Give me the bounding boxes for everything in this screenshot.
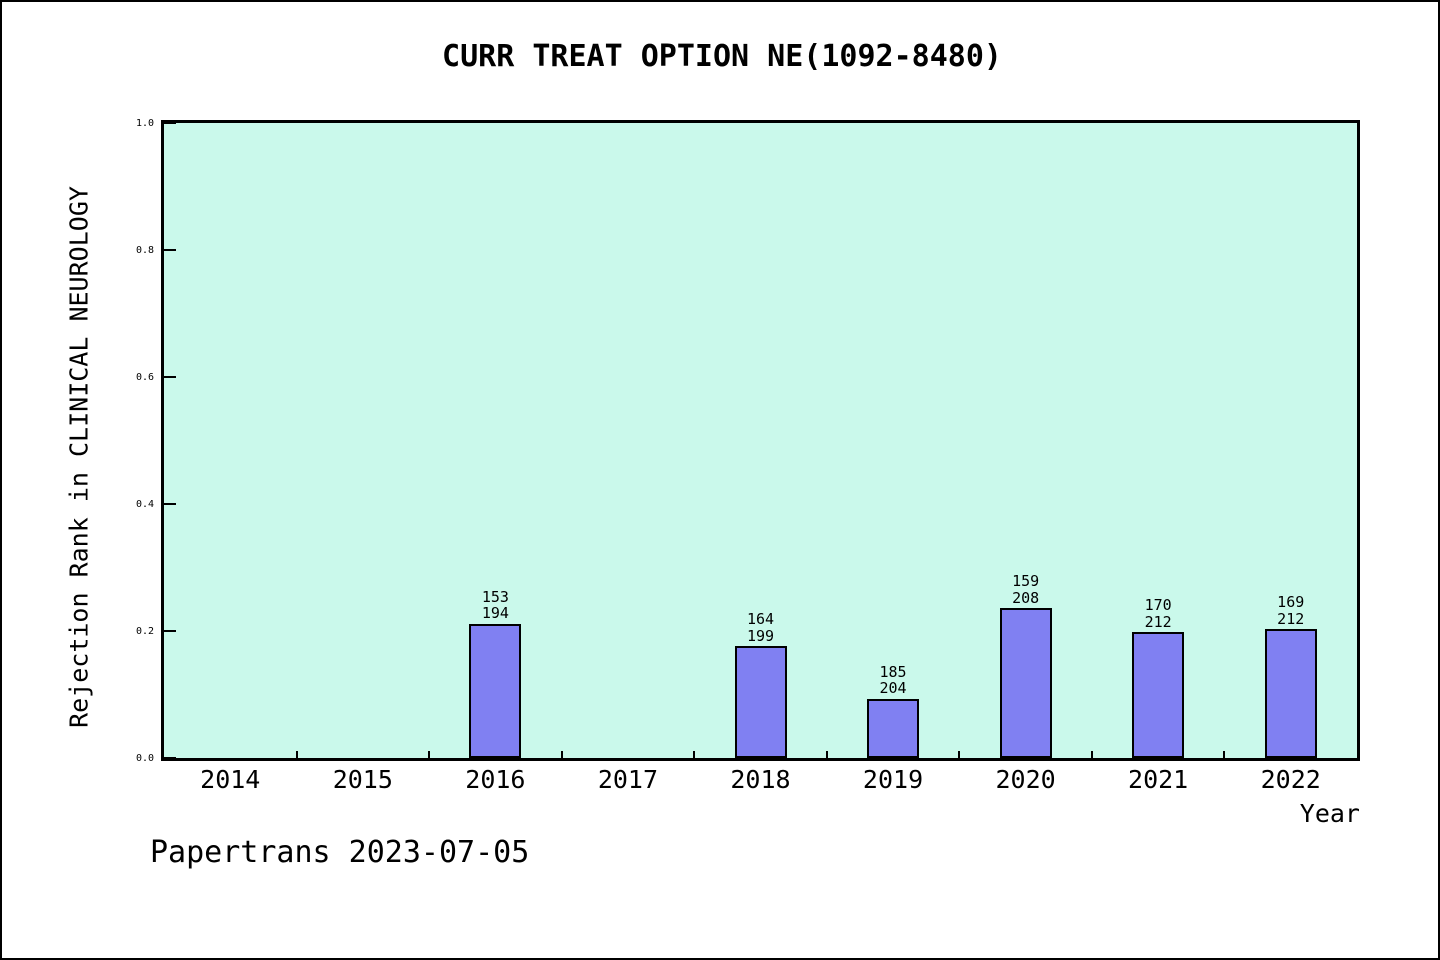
x-tick-label: 2022: [1260, 765, 1321, 794]
y-tick: [164, 122, 176, 124]
bar-value-total: 199: [746, 626, 775, 645]
bar-value-label: 164 199: [695, 611, 827, 644]
x-minor-tick: [560, 751, 563, 758]
bar-value-rank: 153: [481, 587, 509, 606]
y-tick-label: 0.8: [135, 244, 154, 256]
bar-value-total: 212: [1144, 612, 1172, 631]
bar-value-rank: 170: [1144, 596, 1172, 615]
bar-value-total: 212: [1277, 609, 1305, 628]
plot-inner: 153 194 164 199 185 204 159 208 170 212 169 212: [164, 122, 1357, 759]
x-axis-label: Year: [1299, 799, 1360, 828]
y-tick-label: 0.6: [135, 371, 154, 383]
x-tick-label: 2019: [862, 765, 924, 794]
x-minor-tick: [295, 751, 298, 758]
bar-value-rank: 164: [746, 610, 775, 629]
x-minor-tick: [693, 751, 696, 758]
x-tick-label: 2016: [465, 765, 526, 794]
bar: [469, 623, 522, 758]
y-tick-label: 1.0: [135, 117, 154, 129]
bar: [1132, 632, 1185, 758]
bar-value-total: 208: [1012, 588, 1040, 607]
x-minor-tick: [825, 751, 828, 758]
y-tick-label: 0.4: [135, 498, 154, 510]
x-tick-label: 2021: [1128, 765, 1189, 794]
x-minor-tick: [428, 751, 431, 758]
y-tick-label: 0.0: [135, 752, 154, 764]
y-axis-label: Rejection Rank in CLINICAL NEUROLOGY: [64, 186, 94, 728]
x-minor-tick: [1223, 751, 1226, 758]
bar-value-label: 159 208: [960, 573, 1092, 606]
chart-title: CURR TREAT OPTION NE(1092-8480): [442, 39, 1002, 74]
y-tick: [164, 503, 176, 505]
y-tick-label: 0.2: [135, 625, 154, 637]
x-tick-label: 2017: [597, 765, 659, 794]
x-tick-label: 2018: [730, 765, 791, 794]
bar-value-rank: 185: [879, 662, 907, 681]
x-minor-tick: [1090, 751, 1093, 758]
y-tick: [164, 757, 176, 759]
bar: [999, 608, 1052, 758]
bar-value-label: 185 204: [827, 664, 959, 697]
bar-value-rank: 159: [1012, 572, 1040, 591]
y-tick: [164, 630, 176, 632]
plot-area: 153 194 164 199 185 204 159 208 170 212 169 212: [161, 120, 1360, 761]
x-tick-label: 2020: [995, 765, 1056, 794]
y-tick: [164, 376, 176, 378]
bar-value-total: 204: [879, 679, 907, 698]
y-tick: [164, 249, 176, 251]
bar: [734, 646, 787, 758]
footer-watermark: Papertrans 2023-07-05: [150, 835, 530, 870]
x-tick-label: 2015: [332, 765, 393, 794]
bar-value-rank: 169: [1277, 593, 1305, 612]
bar-value-total: 194: [481, 604, 509, 623]
bar-value-label: 153 194: [429, 589, 561, 622]
x-minor-tick: [958, 751, 961, 758]
bar: [867, 698, 920, 758]
x-tick-label: 2014: [200, 765, 261, 794]
bar-value-label: 169 212: [1225, 594, 1357, 627]
bar: [1264, 629, 1317, 758]
bar-value-label: 170 212: [1092, 597, 1224, 630]
